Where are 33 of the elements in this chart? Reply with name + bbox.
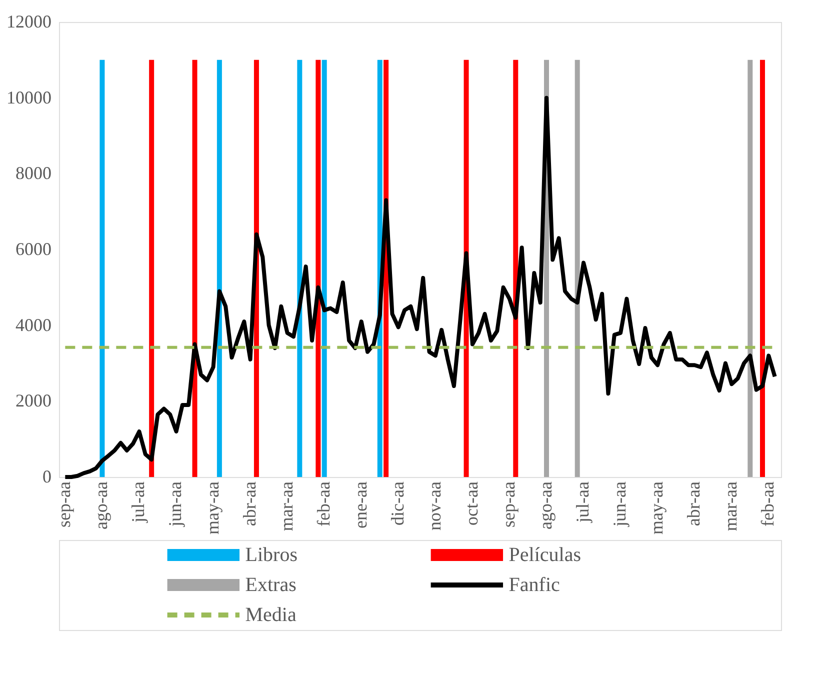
line-series xyxy=(63,96,777,479)
y-tick-label: 6000 xyxy=(16,239,52,259)
x-tick-label: may-aa xyxy=(202,481,222,534)
y-tick-label: 10000 xyxy=(6,87,52,108)
y-tick-label: 0 xyxy=(42,466,52,486)
legend-label: Películas xyxy=(508,544,582,566)
x-tick-label: ago-aa xyxy=(91,481,112,530)
legend-label: Fanfic xyxy=(508,574,560,596)
legend-label: Libros xyxy=(245,544,298,566)
y-tick-label: 4000 xyxy=(16,314,52,335)
x-tick-label: sep-aa xyxy=(498,481,518,528)
x-tick-label: mar-aa xyxy=(720,482,741,532)
x-tick-label: jul-aa xyxy=(572,482,593,524)
x-tick-label: may-aa xyxy=(646,481,667,534)
x-tick-label: feb-aa xyxy=(313,482,334,526)
x-tick-label: jun-aa xyxy=(165,482,186,528)
x-tick-label: feb-aa xyxy=(758,482,778,526)
x-tick-label: nov-aa xyxy=(424,482,444,530)
x-tick-label: ago-aa xyxy=(536,481,556,530)
x-tick-label: jun-aa xyxy=(610,482,630,528)
legend-label: Media xyxy=(245,604,296,626)
y-tick-label: 8000 xyxy=(16,163,52,184)
legend-label: Extras xyxy=(245,574,297,596)
x-tick-label: jul-aa xyxy=(128,482,148,524)
x-tick-label: abr-aa xyxy=(684,482,704,526)
x-tick-label: sep-aa xyxy=(54,481,74,528)
y-tick-label: 12000 xyxy=(6,12,52,32)
x-tick-label: oct-aa xyxy=(461,481,482,526)
x-tick-label: abr-aa xyxy=(239,482,260,526)
x-tick-label: ene-aa xyxy=(350,481,370,528)
x-tick-label: dic-aa xyxy=(387,481,408,526)
y-tick-label: 2000 xyxy=(16,390,52,411)
x-tick-label: mar-aa xyxy=(276,482,296,532)
